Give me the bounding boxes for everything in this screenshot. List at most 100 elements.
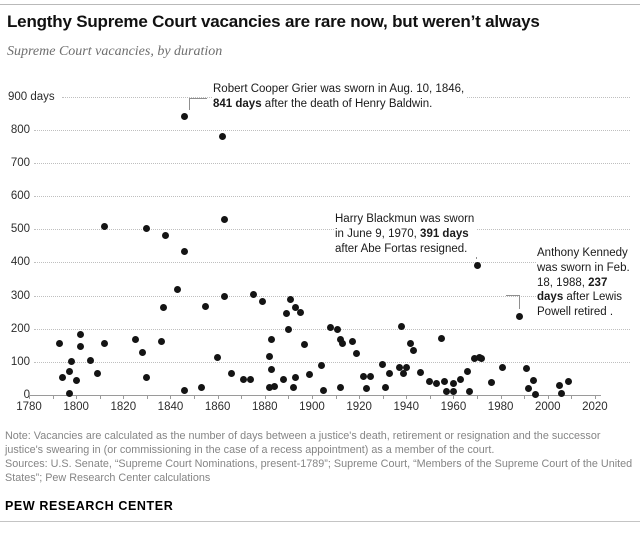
data-point xyxy=(558,389,566,397)
data-point xyxy=(515,312,523,320)
gridline xyxy=(34,196,630,198)
data-point xyxy=(268,365,276,373)
data-point xyxy=(72,376,80,384)
data-point xyxy=(327,323,335,331)
gridline xyxy=(34,162,630,164)
x-axis-tick xyxy=(500,395,502,399)
data-point xyxy=(100,223,108,231)
data-point xyxy=(86,356,94,364)
data-point xyxy=(353,349,361,357)
data-point xyxy=(317,361,325,369)
x-axis-tick xyxy=(359,395,361,399)
y-tick-label: 0 xyxy=(23,389,30,401)
data-point xyxy=(56,339,64,347)
data-point xyxy=(362,384,370,392)
x-axis xyxy=(29,395,601,396)
x-axis-tick xyxy=(594,395,596,399)
gridline xyxy=(34,129,630,131)
x-tick-label: 1900 xyxy=(299,401,325,413)
y-tick-label: 200 xyxy=(10,322,30,335)
chart-title: Lengthy Supreme Court vacancies are rare… xyxy=(7,12,540,31)
data-point xyxy=(249,291,257,299)
data-point xyxy=(464,367,472,375)
data-point xyxy=(218,132,226,140)
data-point xyxy=(442,387,450,395)
x-tick-label: 1960 xyxy=(440,401,467,413)
data-point xyxy=(336,335,344,343)
data-point xyxy=(77,330,85,338)
data-point xyxy=(301,340,309,348)
y-tick-label: 300 xyxy=(10,289,30,302)
data-point xyxy=(426,377,434,385)
data-point xyxy=(565,377,573,385)
annotation-connector xyxy=(506,295,520,296)
data-point xyxy=(471,354,479,362)
data-point xyxy=(202,302,210,310)
data-point xyxy=(438,334,446,342)
data-point xyxy=(181,112,189,120)
data-point xyxy=(416,368,424,376)
data-point xyxy=(348,337,356,345)
pew-brand: PEW RESEARCH CENTER xyxy=(5,499,174,513)
data-point xyxy=(270,382,278,390)
bottom-rule xyxy=(0,521,640,522)
annotation-connector xyxy=(189,98,190,110)
annotation-kennedy: Anthony Kennedy was sworn in Feb. 18, 1988… xyxy=(536,245,633,321)
gridline xyxy=(34,262,630,264)
x-axis-tick xyxy=(429,395,431,399)
x-axis-tick xyxy=(547,395,549,399)
data-point xyxy=(409,346,417,354)
data-point xyxy=(67,357,75,365)
x-tick-label: 1820 xyxy=(110,401,137,413)
data-point xyxy=(433,379,441,387)
gridline xyxy=(34,295,630,297)
data-point xyxy=(449,387,457,395)
top-rule xyxy=(0,4,640,5)
data-point xyxy=(240,375,248,383)
x-axis-tick xyxy=(194,395,196,399)
x-axis-tick xyxy=(99,395,101,399)
data-point xyxy=(221,216,229,224)
data-point xyxy=(247,375,255,383)
data-point xyxy=(138,348,146,356)
x-tick-label: 1920 xyxy=(346,401,372,413)
x-tick-label: 1860 xyxy=(204,401,231,413)
data-point xyxy=(214,353,222,361)
x-axis-tick xyxy=(288,395,290,399)
x-axis-tick xyxy=(76,395,78,399)
y-tick-label: 900 days xyxy=(8,90,59,103)
x-axis-tick xyxy=(406,395,408,399)
y-tick-label: 700 xyxy=(10,156,30,169)
x-tick-label: 2020 xyxy=(582,401,608,413)
data-point xyxy=(400,369,408,377)
data-point xyxy=(336,383,344,391)
data-point xyxy=(266,383,274,391)
data-point xyxy=(287,296,295,304)
data-point xyxy=(143,373,151,381)
x-axis-tick xyxy=(311,395,313,399)
data-point xyxy=(457,375,464,383)
data-point xyxy=(221,293,229,301)
data-point xyxy=(65,367,73,375)
data-point xyxy=(473,261,481,269)
x-tick-label: 1840 xyxy=(157,401,184,413)
x-axis-tick xyxy=(241,395,243,399)
data-point xyxy=(334,325,342,333)
gridline xyxy=(34,361,630,363)
data-point xyxy=(339,339,347,347)
x-tick-label: 1880 xyxy=(252,401,278,413)
x-tick-label: 1980 xyxy=(487,401,514,413)
data-point xyxy=(523,364,531,372)
annotation-connector xyxy=(519,295,520,309)
data-point xyxy=(291,373,299,381)
data-point xyxy=(258,298,266,306)
data-point xyxy=(181,386,189,394)
data-point xyxy=(284,325,292,333)
data-point xyxy=(499,363,507,371)
x-axis-tick xyxy=(170,395,172,399)
data-point xyxy=(532,390,540,398)
data-point xyxy=(440,377,448,385)
gridline xyxy=(34,229,630,231)
data-point xyxy=(280,375,288,383)
